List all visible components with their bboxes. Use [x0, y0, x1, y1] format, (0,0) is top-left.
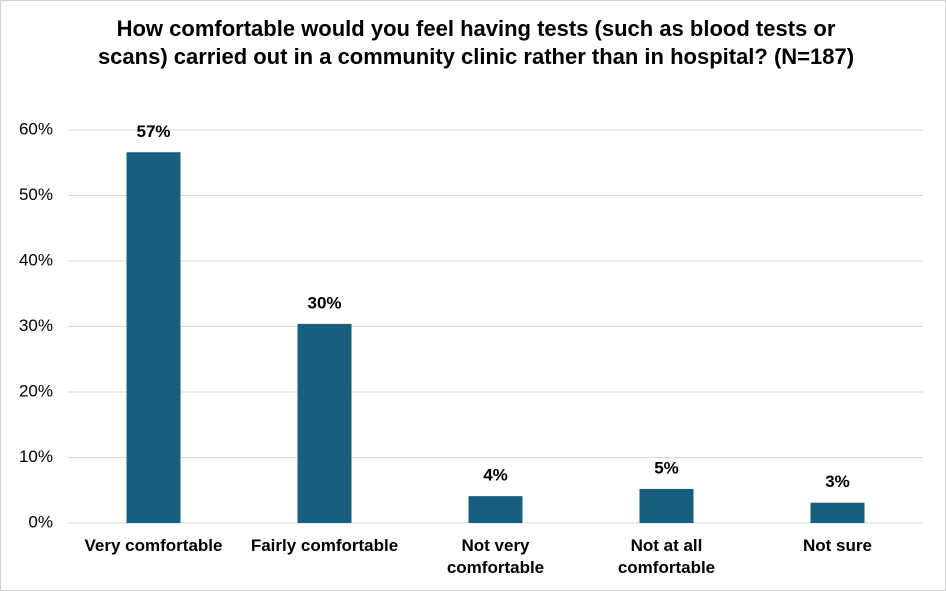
x-tick-label: Not very comfortable	[446, 536, 545, 577]
value-label: 4%	[483, 466, 508, 485]
value-label: 5%	[654, 458, 679, 477]
x-tick-label: Very comfortable	[84, 536, 223, 555]
value-label: 3%	[825, 472, 850, 491]
y-tick-label: 60%	[19, 119, 53, 138]
bar	[126, 152, 181, 523]
value-label: 57%	[136, 122, 170, 141]
x-tick-label: Not sure	[803, 536, 872, 555]
y-tick-label: 10%	[19, 447, 53, 466]
chart-title: How comfortable would you feel having te…	[97, 16, 855, 69]
y-tick-label: 40%	[19, 250, 53, 269]
y-tick-label: 30%	[19, 316, 53, 335]
x-tick-label: Not at all comfortable	[617, 536, 716, 577]
bar	[639, 488, 694, 523]
y-tick-label: 20%	[19, 381, 53, 400]
bar	[297, 323, 352, 523]
value-label: 30%	[307, 293, 341, 312]
bar	[810, 502, 865, 523]
bar	[468, 496, 523, 523]
y-tick-label: 0%	[28, 512, 53, 531]
y-tick-label: 50%	[19, 185, 53, 204]
x-tick-label: Fairly comfortable	[250, 536, 399, 555]
